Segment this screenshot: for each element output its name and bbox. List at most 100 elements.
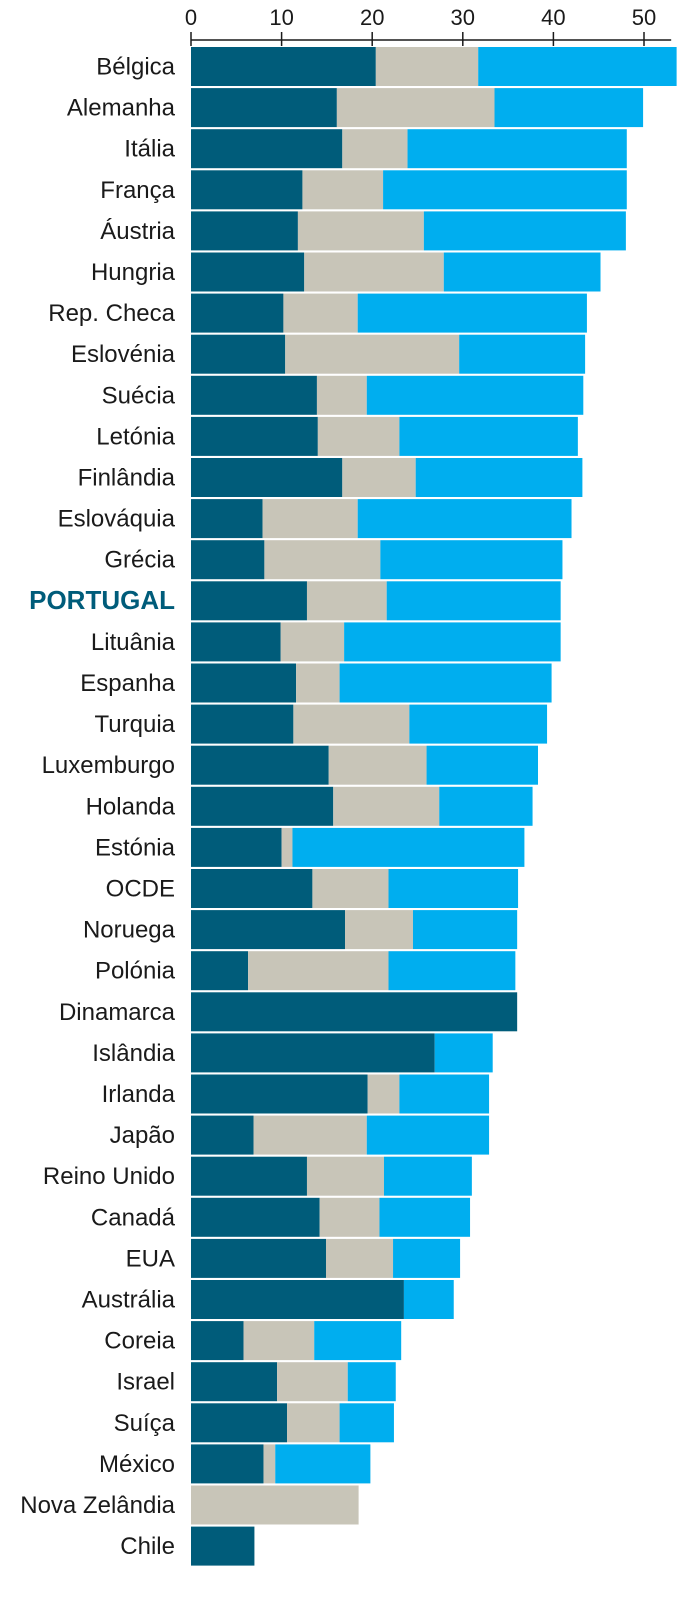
category-label: Finlândia	[78, 465, 176, 492]
bar-segment	[306, 581, 387, 621]
category-label: França	[100, 177, 175, 204]
bar-segment	[366, 1115, 490, 1155]
bar-segment	[403, 1280, 454, 1319]
category-label: Chile	[120, 1533, 175, 1560]
bar-segment	[459, 334, 586, 374]
bar-segment	[379, 1197, 471, 1237]
category-label: Rep. Checa	[48, 300, 175, 327]
bar-segment	[339, 663, 552, 703]
bar-segment	[357, 293, 587, 333]
category-label: Eslovénia	[71, 341, 176, 368]
category-label: Grécia	[104, 547, 175, 574]
category-label: Austrália	[82, 1287, 176, 1314]
bar-segment	[191, 827, 282, 867]
bar-segment	[388, 869, 519, 908]
bar-segment	[316, 375, 367, 415]
bar-segment	[312, 869, 389, 908]
bar-segment	[333, 786, 440, 826]
bar-segment	[191, 416, 318, 456]
bar-segment	[253, 1115, 367, 1155]
bar-segment	[283, 293, 358, 333]
bar-segment	[191, 1362, 278, 1402]
category-label: Alemanha	[67, 95, 176, 122]
bar-segment	[342, 129, 408, 169]
bar-segment	[304, 252, 444, 292]
bar-segment	[302, 170, 384, 210]
bar-segment	[386, 581, 561, 621]
bar-segment	[191, 786, 334, 826]
bar-segment	[439, 786, 533, 826]
bar-segment	[409, 704, 548, 744]
bar-segment	[367, 1074, 400, 1114]
category-label: Japão	[110, 1122, 175, 1149]
bar-segment	[248, 951, 389, 991]
bar-segment	[434, 1033, 493, 1073]
x-tick-label: 40	[541, 5, 565, 30]
category-label: Noruega	[83, 917, 176, 944]
bar-segment	[263, 1444, 276, 1484]
bar-segment	[357, 499, 572, 539]
bar-segment	[191, 1197, 320, 1237]
category-label: Coreia	[104, 1328, 175, 1355]
bar-segment	[191, 992, 518, 1032]
category-label: Hungria	[91, 259, 176, 286]
category-label: Estónia	[95, 834, 176, 861]
category-label: Islândia	[92, 1040, 175, 1067]
bar-segment	[191, 47, 376, 86]
bar-segment	[191, 1074, 368, 1114]
bar-segment	[399, 416, 578, 456]
bar-segment	[191, 622, 281, 662]
bar-segment	[478, 47, 677, 86]
bar-segment	[399, 1074, 490, 1114]
bar-segment	[191, 499, 263, 539]
x-tick-label: 0	[185, 5, 197, 30]
bar-segment	[280, 622, 345, 662]
bar-segment	[275, 1444, 371, 1484]
category-label: Dinamarca	[59, 999, 176, 1026]
category-labels: Bélgica Alemanha Itália França Áustria Hungri…	[20, 54, 175, 1561]
bar-segment	[285, 334, 460, 374]
bar-segment	[494, 88, 644, 128]
bar-segment	[287, 1403, 340, 1443]
category-label: Lituânia	[91, 629, 176, 656]
bar-segment	[191, 375, 317, 415]
bar-segment	[415, 458, 583, 497]
category-label: Letónia	[96, 423, 175, 450]
bar-segment	[191, 1526, 255, 1566]
bar-segment	[325, 1238, 394, 1278]
bar-segment	[314, 1321, 402, 1361]
bar-segment	[191, 1280, 404, 1319]
category-label: Reino Unido	[43, 1163, 175, 1190]
bar-segment	[191, 1156, 307, 1196]
bar-segment	[407, 129, 627, 169]
bar-segment	[243, 1321, 315, 1361]
bar-segment	[191, 211, 298, 251]
category-label: Israel	[116, 1369, 175, 1396]
bar-segment	[191, 1321, 244, 1361]
bar-segment	[191, 88, 337, 128]
bar-segment	[277, 1362, 348, 1402]
category-label: Itália	[124, 136, 175, 163]
category-label: PORTUGAL	[29, 585, 175, 615]
bar-segment	[191, 745, 329, 785]
bar-segment	[375, 47, 479, 86]
x-tick-label: 20	[360, 5, 384, 30]
bar-segment	[191, 1033, 435, 1073]
bar-segment	[383, 170, 627, 210]
bar-segment	[443, 252, 601, 292]
bar-segment	[412, 910, 518, 950]
bar-segment	[366, 375, 584, 415]
bar-segment	[191, 1485, 359, 1525]
bar-segment	[191, 1444, 264, 1484]
bar-segment	[191, 293, 284, 333]
bar-segment	[339, 1403, 394, 1443]
bar-segment	[191, 458, 343, 497]
bar-segment	[264, 540, 381, 580]
category-label: Suíça	[114, 1410, 176, 1437]
x-tick-label: 50	[632, 5, 656, 30]
bar-segment	[393, 1238, 461, 1278]
bar-segment	[191, 581, 307, 621]
bar-segment	[380, 540, 563, 580]
category-label: Bélgica	[96, 54, 175, 81]
